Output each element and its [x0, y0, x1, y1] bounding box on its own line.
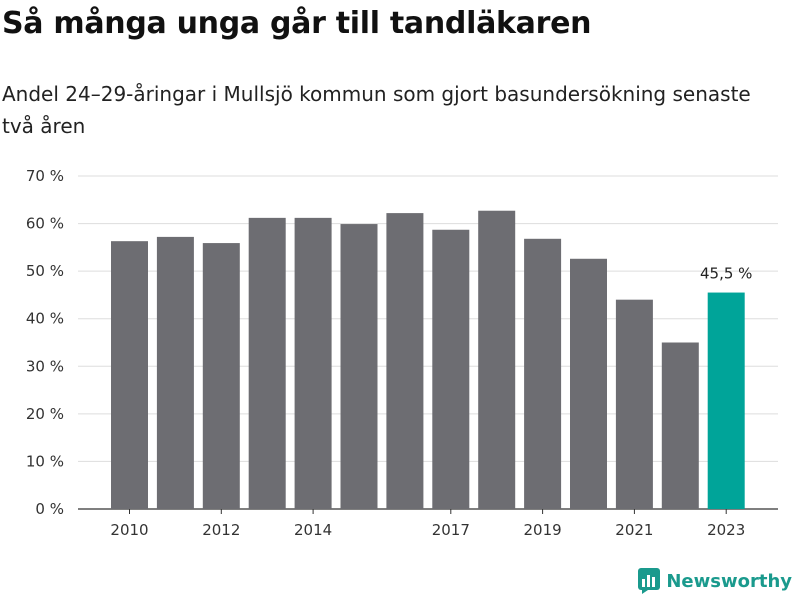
bar-2015: [340, 224, 378, 509]
chart-subtitle: Andel 24–29-åringar i Mullsjö kommun som…: [2, 82, 751, 138]
x-tick-label: 2019: [524, 521, 562, 539]
bar-2014: [294, 217, 332, 509]
bar-chart: 0 % 10 % 20 % 30 % 40 % 50 % 60 % 70 % 2010 2012…: [26, 167, 778, 539]
x-tick-label: 2010: [110, 521, 148, 539]
bar-2013: [248, 217, 286, 509]
chart-title: Så många unga går till tandläkaren: [2, 6, 592, 41]
y-tick-label: 20 %: [26, 405, 64, 423]
x-tick-label: 2017: [432, 521, 470, 539]
y-axis-ticks: 0 % 10 % 20 % 30 % 40 % 50 % 60 % 70 %: [26, 167, 64, 518]
y-tick-label: 0 %: [35, 500, 64, 518]
y-tick-label: 10 %: [26, 452, 64, 470]
y-tick-label: 70 %: [26, 167, 64, 185]
bar-2012: [202, 243, 240, 509]
bar-2019: [524, 238, 562, 509]
bar-2010: [111, 241, 148, 509]
y-tick-label: 50 %: [26, 262, 64, 280]
brand-name: Newsworthy: [666, 570, 792, 592]
bar-2016: [386, 213, 424, 509]
bar-2011: [156, 236, 194, 509]
y-tick-label: 30 %: [26, 357, 64, 375]
x-tick-label: 2012: [202, 521, 240, 539]
bar-2018: [478, 210, 516, 509]
x-axis-ticks: 2010 2012 2014 2017 2019 2021 2023: [110, 509, 745, 539]
gridlines: [78, 175, 778, 510]
y-tick-label: 60 %: [26, 215, 64, 233]
bar-2022: [661, 342, 699, 509]
bar-2023: [707, 292, 745, 509]
newsworthy-logo-icon: [638, 568, 661, 594]
y-tick-label: 40 %: [26, 310, 64, 328]
bar-2020: [570, 258, 607, 509]
x-tick-label: 2023: [707, 521, 745, 539]
bar-2017: [432, 229, 470, 509]
brand-logo: Newsworthy: [638, 568, 792, 594]
x-tick-label: 2014: [294, 521, 332, 539]
bars: [111, 210, 745, 509]
data-label-highlight: 45,5 %: [700, 265, 752, 283]
x-tick-label: 2021: [615, 521, 653, 539]
data-labels: 45,5 %: [700, 265, 752, 283]
bar-2021: [615, 299, 653, 509]
